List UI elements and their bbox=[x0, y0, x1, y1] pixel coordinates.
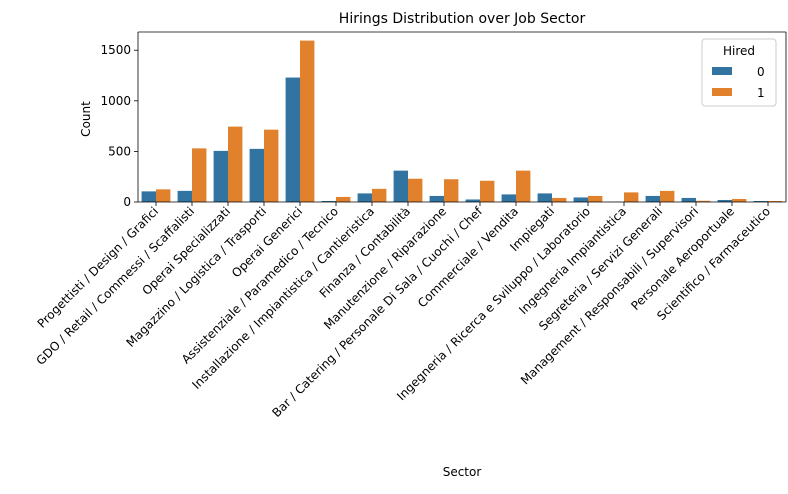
bar-1-16 bbox=[732, 199, 746, 202]
legend-title: Hired bbox=[723, 44, 755, 58]
bar-1-2 bbox=[228, 127, 242, 202]
y-tick-label-2: 1000 bbox=[100, 94, 131, 108]
bar-0-12 bbox=[574, 197, 588, 202]
bar-1-10 bbox=[516, 171, 530, 202]
chart-title: Hirings Distribution over Job Sector bbox=[339, 11, 586, 27]
bar-0-11 bbox=[538, 193, 552, 202]
y-tick-label-1: 500 bbox=[108, 144, 131, 158]
bar-0-3 bbox=[250, 149, 264, 202]
bar-0-0 bbox=[142, 191, 156, 202]
bar-0-15 bbox=[682, 198, 696, 202]
bar-1-4 bbox=[300, 41, 314, 202]
legend-label-0: 0 bbox=[757, 65, 765, 79]
bar-1-3 bbox=[264, 130, 278, 202]
y-tick-label-0: 0 bbox=[123, 195, 131, 209]
bar-1-13 bbox=[624, 192, 638, 202]
x-axis-label: Sector bbox=[443, 465, 482, 479]
bar-1-9 bbox=[480, 181, 494, 202]
legend-label-1: 1 bbox=[757, 86, 765, 100]
bar-0-7 bbox=[394, 171, 408, 202]
y-axis-label: Count bbox=[79, 101, 93, 137]
x-tick-label-1: GDO / Retail / Commessi / Scaffalisti bbox=[34, 204, 198, 368]
bar-0-8 bbox=[430, 196, 444, 202]
bar-1-8 bbox=[444, 179, 458, 202]
bar-0-1 bbox=[178, 191, 192, 202]
bar-1-12 bbox=[588, 196, 602, 202]
bar-0-4 bbox=[286, 78, 300, 202]
bar-1-5 bbox=[336, 197, 350, 202]
legend: Hired 0 1 bbox=[702, 39, 776, 106]
bar-1-1 bbox=[192, 148, 206, 202]
legend-swatch-1 bbox=[712, 88, 732, 96]
bar-1-14 bbox=[660, 191, 674, 202]
y-tick-label-3: 1500 bbox=[100, 43, 131, 57]
bar-1-7 bbox=[408, 179, 422, 202]
bar-1-0 bbox=[156, 189, 170, 202]
legend-swatch-0 bbox=[712, 67, 732, 75]
bar-0-10 bbox=[502, 194, 516, 202]
bar-1-11 bbox=[552, 198, 566, 202]
bar-0-6 bbox=[358, 193, 372, 202]
bar-1-6 bbox=[372, 189, 386, 202]
bar-0-2 bbox=[214, 151, 228, 202]
bar-0-14 bbox=[646, 196, 660, 202]
